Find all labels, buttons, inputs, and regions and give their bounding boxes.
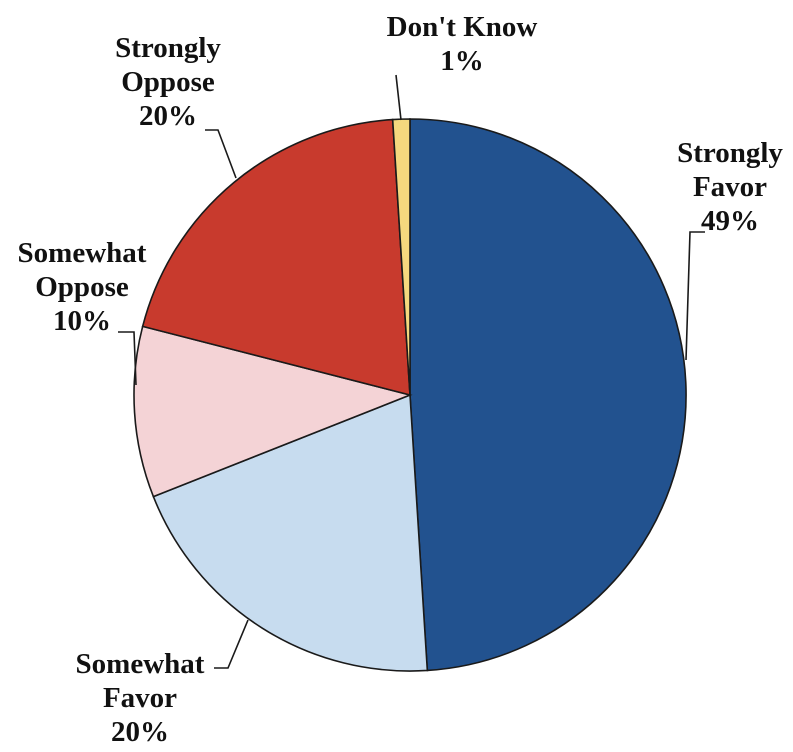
pct-dont-know: 1% <box>440 45 484 77</box>
pct-strongly-favor: 49% <box>701 205 759 237</box>
slice-strongly-favor <box>409 118 687 672</box>
label-line-dont-know: Don't Know <box>387 11 538 43</box>
label-line-somewhat-favor: Somewhat <box>76 648 205 680</box>
slice-somewhat-oppose <box>133 325 413 498</box>
label-line-strongly-oppose: Strongly <box>115 32 221 64</box>
label-line-somewhat-oppose: Somewhat <box>18 237 147 269</box>
pct-somewhat-favor: 20% <box>111 716 169 748</box>
label-line-strongly-favor: Favor <box>693 171 767 203</box>
pie-slices <box>133 118 687 672</box>
leader-line-strongly-oppose <box>205 129 237 179</box>
leader-lines <box>118 74 705 669</box>
label-line-somewhat-favor: Favor <box>103 682 177 714</box>
label-strongly-favor: Strongly Favor 49% <box>677 137 783 237</box>
slice-strongly-oppose <box>141 118 411 397</box>
label-line-strongly-oppose: Oppose <box>121 66 215 98</box>
slice-labels: Strongly Favor 49%Somewhat Favor 20%Somewhat… <box>18 11 784 748</box>
label-strongly-oppose: Strongly Oppose 20% <box>115 32 221 132</box>
label-somewhat-oppose: Somewhat Oppose 10% <box>18 237 147 337</box>
leader-line-dont-know <box>395 74 402 121</box>
pct-somewhat-oppose: 10% <box>53 305 111 337</box>
leader-line-strongly-favor <box>685 231 705 361</box>
label-line-somewhat-oppose: Oppose <box>35 271 129 303</box>
label-line-strongly-favor: Strongly <box>677 137 783 169</box>
slice-somewhat-favor <box>152 393 429 672</box>
pct-strongly-oppose: 20% <box>139 100 197 132</box>
leader-line-somewhat-favor <box>214 619 249 669</box>
label-dont-know: Don't Know 1% <box>387 11 538 77</box>
leader-line-somewhat-oppose <box>118 331 137 386</box>
label-somewhat-favor: Somewhat Favor 20% <box>76 648 205 748</box>
